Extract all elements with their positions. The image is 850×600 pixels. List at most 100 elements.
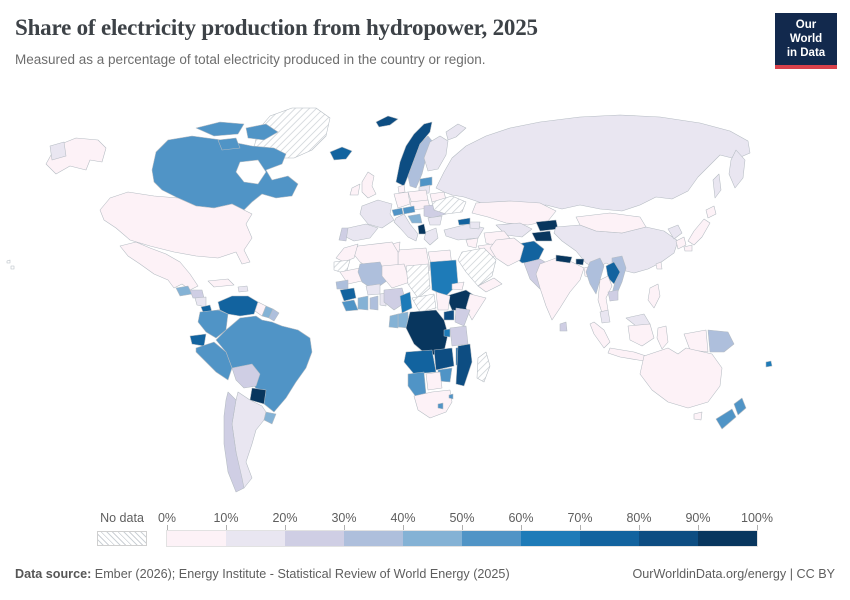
country-greenland[interactable] xyxy=(253,107,331,159)
country-uruguay[interactable] xyxy=(263,411,277,425)
country-botswana[interactable] xyxy=(425,371,443,391)
country-india[interactable] xyxy=(535,257,585,321)
country-norway[interactable] xyxy=(395,121,433,187)
country-russia-chukotka[interactable] xyxy=(49,141,67,161)
country-russia-kamchatka[interactable] xyxy=(728,149,746,189)
country-austria[interactable] xyxy=(402,205,416,215)
country-albania[interactable] xyxy=(417,223,427,235)
country-yemen[interactable] xyxy=(477,277,503,293)
legend-segment[interactable] xyxy=(344,531,403,546)
owid-logo[interactable]: Our World in Data xyxy=(775,13,837,70)
legend-segment[interactable] xyxy=(403,531,462,546)
country-senegal[interactable] xyxy=(335,279,349,290)
country-iceland[interactable] xyxy=(329,146,353,161)
country-mongolia[interactable] xyxy=(575,212,647,234)
country-zambia[interactable] xyxy=(433,347,455,371)
country-sudan[interactable] xyxy=(429,259,459,297)
country-united-kingdom[interactable] xyxy=(361,171,377,199)
legend-segment[interactable] xyxy=(462,531,521,546)
country-fiji[interactable] xyxy=(765,360,773,368)
country-chad[interactable] xyxy=(405,263,431,299)
country-venezuela[interactable] xyxy=(217,295,259,317)
country-portugal[interactable] xyxy=(338,227,349,242)
country-madagascar[interactable] xyxy=(476,351,491,383)
country-philippines[interactable] xyxy=(647,283,661,309)
legend-no-data-swatch[interactable] xyxy=(97,531,147,546)
country-papua-new-guinea[interactable] xyxy=(707,329,735,353)
legend-segment[interactable] xyxy=(639,531,698,546)
country-taiwan[interactable] xyxy=(655,261,663,270)
legend-segment[interactable] xyxy=(285,531,344,546)
country-bulgaria[interactable] xyxy=(427,215,443,226)
country-lesotho[interactable] xyxy=(437,402,444,410)
country-thailand[interactable] xyxy=(597,275,613,314)
country-italy[interactable] xyxy=(393,213,419,242)
country-switzerland[interactable] xyxy=(391,207,404,217)
country-new-zealand[interactable] xyxy=(715,397,747,430)
country-azerbaijan[interactable] xyxy=(469,221,481,230)
country-ukraine[interactable] xyxy=(431,195,467,215)
country-bolivia[interactable] xyxy=(231,363,261,389)
country-cameroon[interactable] xyxy=(399,291,413,314)
country-north-korea[interactable] xyxy=(667,224,683,240)
country-latvia[interactable] xyxy=(419,176,433,188)
legend-segment[interactable] xyxy=(167,531,226,546)
country-angola[interactable] xyxy=(403,349,437,375)
country-eritrea[interactable] xyxy=(451,281,465,291)
legend-segment[interactable] xyxy=(580,531,639,546)
country-kyrgyzstan[interactable] xyxy=(535,219,559,232)
country-cambodia[interactable] xyxy=(607,289,619,302)
country-syria[interactable] xyxy=(465,237,479,249)
country-morocco[interactable] xyxy=(335,243,359,263)
country-saudi-arabia[interactable] xyxy=(457,247,497,287)
country-russia-novaya-zemlya[interactable] xyxy=(445,123,467,141)
country-guinea[interactable] xyxy=(339,287,357,302)
country-colombia[interactable] xyxy=(197,309,229,339)
country-burundi[interactable] xyxy=(443,328,451,338)
country-kenya[interactable] xyxy=(454,307,471,327)
country-malaysia[interactable] xyxy=(599,309,651,327)
country-mozambique[interactable] xyxy=(455,343,473,387)
country-gabon[interactable] xyxy=(388,313,399,329)
country-nicaragua[interactable] xyxy=(194,296,207,308)
country-sierra-leone[interactable] xyxy=(341,299,359,312)
country-greece[interactable] xyxy=(423,227,439,246)
country-australia[interactable] xyxy=(639,347,723,421)
country-south-africa[interactable] xyxy=(413,389,453,419)
country-central-african-republic[interactable] xyxy=(411,293,437,313)
country-namibia[interactable] xyxy=(407,371,427,398)
country-myanmar[interactable] xyxy=(585,257,605,295)
country-spain[interactable] xyxy=(343,223,379,242)
legend-segment[interactable] xyxy=(521,531,580,546)
country-croatia[interactable] xyxy=(407,213,423,224)
country-chile[interactable] xyxy=(223,391,245,493)
country-dominican-republic[interactable] xyxy=(237,285,249,293)
country-georgia[interactable] xyxy=(457,217,471,226)
country-peru[interactable] xyxy=(195,341,233,381)
country-niger[interactable] xyxy=(381,263,411,289)
country-russia-sakhalin[interactable] xyxy=(712,173,722,199)
country-eswatini[interactable] xyxy=(448,393,454,400)
country-france[interactable] xyxy=(359,199,395,229)
country-canada-arctic-3[interactable] xyxy=(217,137,241,151)
country-canada-arctic-1[interactable] xyxy=(195,121,245,137)
country-canada-arctic-2[interactable] xyxy=(245,123,279,141)
country-south-korea[interactable] xyxy=(675,236,687,250)
country-svalbard[interactable] xyxy=(375,115,399,128)
legend-segment[interactable] xyxy=(226,531,285,546)
country-tanzania[interactable] xyxy=(449,325,469,347)
country-denmark[interactable] xyxy=(397,184,406,194)
country-germany[interactable] xyxy=(393,191,411,209)
country-usa[interactable] xyxy=(99,191,253,265)
country-nigeria[interactable] xyxy=(383,287,407,311)
country-burkina-faso[interactable] xyxy=(365,283,381,296)
country-uganda[interactable] xyxy=(443,309,455,321)
country-french-guiana[interactable] xyxy=(268,308,280,322)
country-cote-divoire[interactable] xyxy=(357,295,369,311)
country-finland[interactable] xyxy=(423,135,449,172)
country-sri-lanka[interactable] xyxy=(559,321,568,332)
legend-segment[interactable] xyxy=(698,531,757,546)
country-somalia[interactable] xyxy=(465,293,487,321)
country-honduras[interactable] xyxy=(189,289,205,299)
country-nepal[interactable] xyxy=(555,254,573,264)
